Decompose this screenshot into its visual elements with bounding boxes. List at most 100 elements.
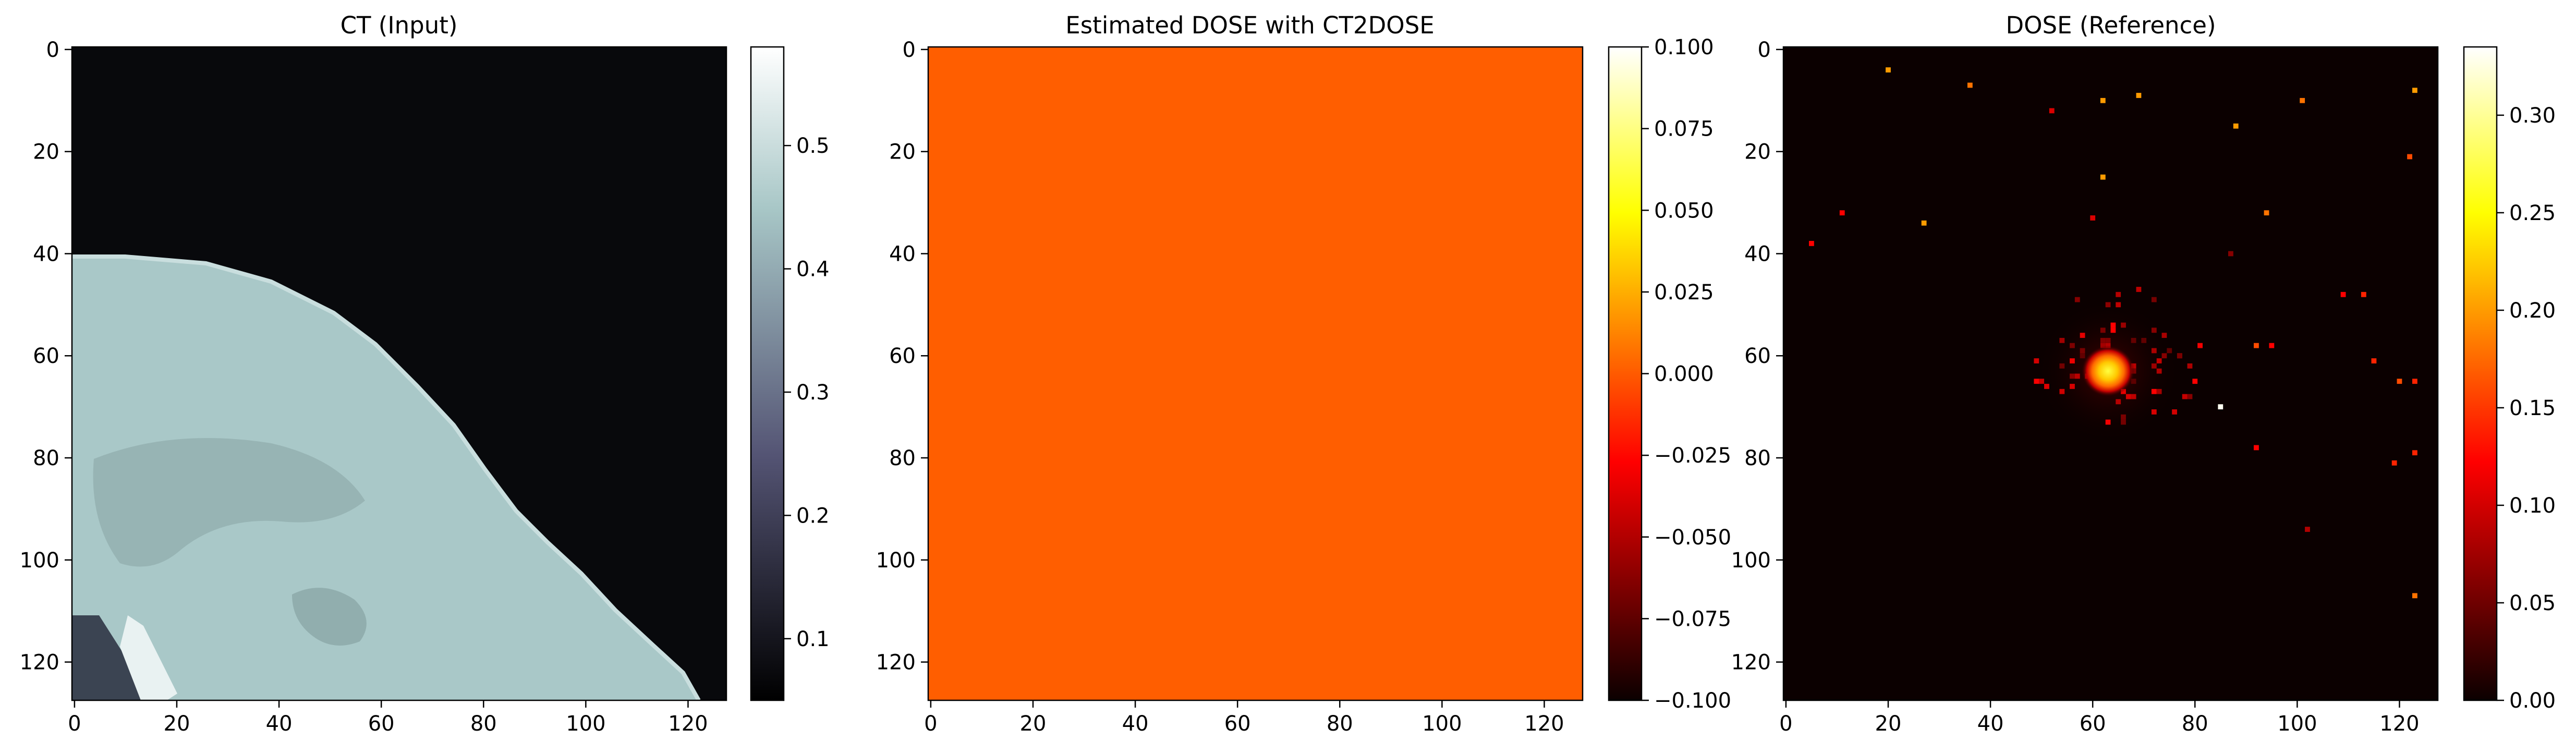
dose-point [1839, 210, 1845, 216]
y-tick-label: 60 [33, 344, 59, 368]
x-tick-label: 20 [1875, 712, 1902, 736]
dose-speckle [2182, 394, 2188, 399]
dose-hotspot [2081, 345, 2135, 397]
plot-frame [1782, 46, 2439, 701]
colorbar-ticks: 0.00 0.05 0.10 0.15 0.20 0.25 0.30 [2497, 104, 2556, 713]
dose-speckle [2167, 348, 2172, 354]
ct-brain-structure [93, 438, 366, 567]
y-tick-label: 0 [903, 38, 916, 62]
dose-speckle [2070, 384, 2075, 389]
x-tick-label: 20 [1020, 712, 1047, 736]
dose-speckle [2116, 292, 2121, 297]
dose-speckle [2187, 363, 2193, 369]
dose-point [2100, 174, 2106, 180]
dose-point [2412, 593, 2417, 599]
x-tick-label: 120 [668, 712, 708, 736]
dose-point [2305, 527, 2310, 532]
dose-speckle [2125, 394, 2131, 399]
x-tick-label: 60 [2080, 712, 2106, 736]
dose-speckle [2151, 348, 2157, 354]
colorbar-tick-label: 0.075 [1654, 117, 1714, 141]
dose-speckle [2116, 399, 2121, 405]
plot-frame [71, 46, 727, 701]
dose-speckle [2116, 302, 2121, 308]
x-tick-label: 120 [1524, 712, 1564, 736]
y-tick-label: 20 [889, 140, 916, 164]
ct-brain-structure [292, 588, 367, 646]
dose-speckle [2059, 388, 2065, 394]
dose-speckle [2141, 337, 2147, 343]
colorbar-tick-label: −0.025 [1654, 444, 1731, 468]
dose-point [2254, 343, 2259, 348]
x-tick-label: 80 [2182, 712, 2208, 736]
dose-speckle [2080, 348, 2085, 354]
dose-speckle [2080, 333, 2085, 338]
ct-bright-bone [120, 615, 177, 700]
y-tick-label: 80 [33, 446, 59, 470]
dose-speckle [2151, 363, 2157, 369]
dose-speckle [2161, 353, 2167, 359]
axes: 0 20 40 60 80 100 120 0 20 40 60 80 100 120 [876, 38, 1564, 736]
dose-point [1921, 220, 1927, 226]
x-tick-label: 100 [1422, 712, 1462, 736]
dose-speckle [2034, 379, 2039, 384]
dose-speckle [2131, 379, 2136, 384]
dose-point [1809, 240, 1814, 246]
x-tick-label: 40 [266, 712, 293, 736]
dose-speckle [2100, 343, 2106, 348]
x-tick-label: 40 [1977, 712, 2004, 736]
dose-speckle [2105, 419, 2111, 425]
colorbar-tick-label: −0.050 [1654, 526, 1731, 550]
dose-marks [1809, 67, 2417, 599]
x-tick-label: 60 [1224, 712, 1251, 736]
dose-speckle [2177, 353, 2182, 359]
dose-point [2412, 379, 2417, 384]
dose-speckle [2136, 287, 2142, 292]
dose-point [1886, 67, 1891, 72]
colorbar-tick-label: −0.075 [1654, 607, 1731, 631]
dose-speckle [2121, 414, 2126, 420]
x-tick-label: 0 [1779, 712, 1792, 736]
y-tick-label: 40 [33, 242, 59, 266]
y-tick-label: 120 [20, 651, 59, 675]
colorbar-tick-label: 0.25 [2509, 201, 2556, 225]
colorbar-tick-label: 0.30 [2509, 104, 2556, 128]
y-tick-label: 40 [889, 242, 916, 266]
chart-title: Estimated DOSE with CT2DOSE [1065, 11, 1434, 39]
colorbar-tick-label: 0.20 [2509, 299, 2556, 323]
y-tick-label: 100 [876, 549, 916, 573]
dose-point [2233, 123, 2239, 129]
dose-speckle [2151, 409, 2157, 415]
panel-estimated-dose: Estimated DOSE with CT2DOSE 0 20 40 60 80 100… [876, 11, 1731, 736]
dose-speckle [2070, 358, 2075, 363]
x-tick-label: 60 [368, 712, 395, 736]
dose-speckle [2100, 327, 2106, 333]
dose-point [2269, 343, 2275, 348]
panel-dose-reference: DOSE (Reference) 0 20 40 60 80 100 120 0 20 40 60 8… [1731, 11, 2556, 736]
x-tick-label: 80 [470, 712, 497, 736]
dose-speckle [2105, 302, 2111, 308]
dose-speckle [2070, 343, 2075, 348]
dose-speckle [2100, 337, 2106, 343]
y-tick-label: 20 [33, 140, 59, 164]
axes: 0 20 40 60 80 100 120 0 20 40 60 80 100 120 [20, 38, 708, 736]
x-tick-label: 100 [566, 712, 605, 736]
colorbar-tick-label: −0.100 [1654, 689, 1731, 713]
dose-speckle [2080, 353, 2085, 359]
colorbar-tick-label: 0.4 [796, 258, 830, 282]
y-tick-label: 100 [20, 549, 59, 573]
colorbar [1608, 46, 1643, 701]
dose-point [2361, 292, 2366, 297]
dose-speckle [2161, 333, 2167, 338]
dose-point [2412, 450, 2417, 456]
axes: 0 20 40 60 80 100 120 0 20 40 60 80 100 120 [1731, 38, 2420, 736]
dose-point [2264, 210, 2269, 216]
dose-speckle [2074, 373, 2080, 379]
y-tick-label: 60 [889, 344, 916, 368]
colorbar-ticks: 0.100 0.075 0.050 0.025 0.000 −0.025 −0.050 −0.… [1642, 35, 1731, 713]
dose-speckle [2110, 327, 2116, 333]
dose-point [2407, 154, 2412, 160]
dose-speckle [2151, 388, 2157, 394]
chart-title: DOSE (Reference) [2006, 11, 2216, 39]
